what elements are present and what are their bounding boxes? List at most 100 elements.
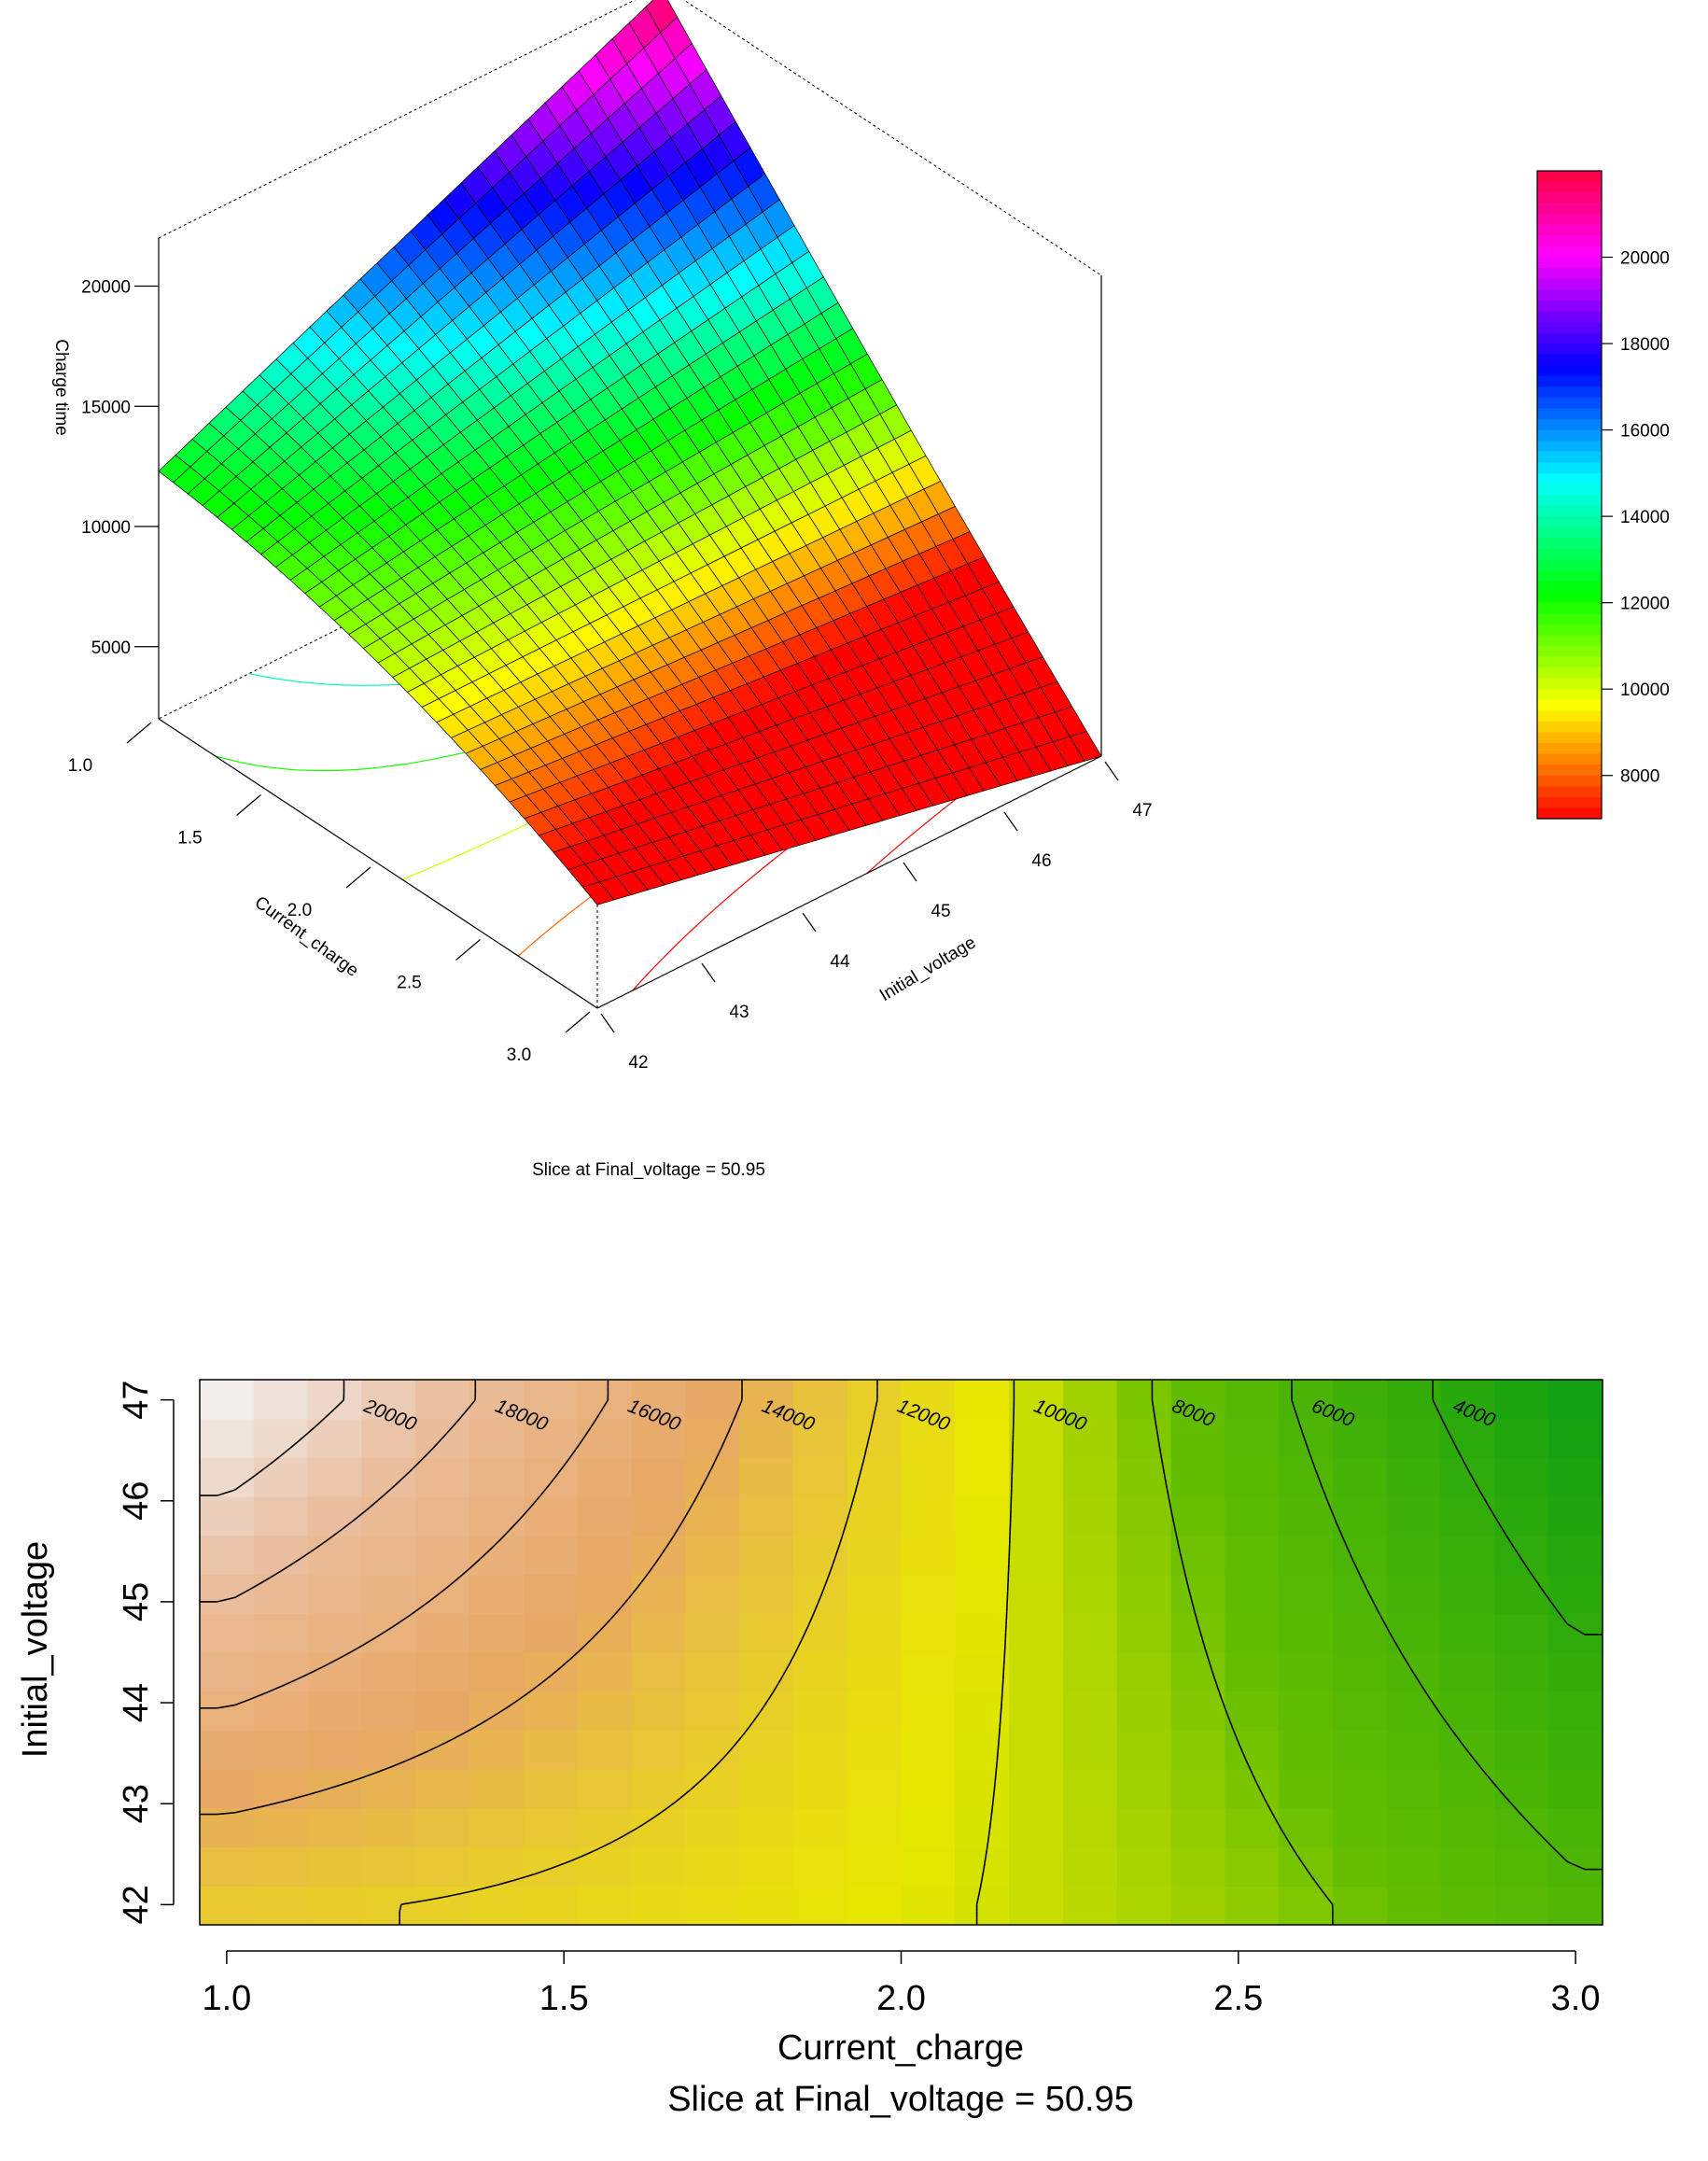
heat-cell: [792, 1730, 848, 1770]
contour-segment: [1273, 1815, 1279, 1823]
contour-segment: [245, 1477, 253, 1483]
heat-cell: [1225, 1730, 1280, 1770]
contour-segment: [409, 1467, 414, 1472]
contour-segment: [1566, 1623, 1570, 1626]
contour-segment: [517, 1692, 529, 1701]
base-contour-segment: [420, 863, 439, 873]
heat-cell: [1494, 1652, 1549, 1692]
contour-segment: [251, 1583, 259, 1589]
contour-segment: [1213, 1678, 1218, 1686]
contour-segment: [1314, 1467, 1319, 1476]
heat-cell: [1116, 1380, 1172, 1420]
contour-segment: [1199, 1631, 1203, 1639]
heat-cell: [1548, 1846, 1603, 1887]
contour-segment: [1356, 1568, 1359, 1571]
base-contour-segment: [662, 955, 666, 960]
contour-segment: [724, 1434, 729, 1438]
heat-cell: [1333, 1886, 1388, 1925]
contour-segment: [1180, 1556, 1183, 1560]
contour-segment: [795, 1645, 800, 1652]
heat-cell: [253, 1730, 309, 1770]
z-tick-label: 10000: [81, 518, 131, 538]
contour-segment: [1311, 1876, 1318, 1885]
contour-segment: [980, 1876, 984, 1885]
contour-segment: [1192, 1604, 1196, 1612]
contour-segment: [474, 1558, 482, 1565]
surface-ylabel: Initial_voltage: [876, 933, 979, 1005]
heat-cell: [1225, 1535, 1280, 1576]
contour-segment: [819, 1591, 824, 1598]
contour-segment: [357, 1774, 371, 1780]
contour-segment: [634, 1586, 639, 1592]
heat-cell: [1225, 1496, 1280, 1537]
contour-segment: [812, 1610, 816, 1615]
contour-segment: [306, 1426, 315, 1436]
contour-segment: [674, 1794, 685, 1803]
colorbar-cell: [1537, 569, 1602, 582]
y-tick: [802, 912, 817, 933]
y-tick-label: 44: [117, 1683, 156, 1722]
heat-cell: [631, 1574, 686, 1614]
contour-segment: [1552, 1604, 1559, 1612]
contour-segment: [236, 1480, 247, 1490]
contour-segment: [1234, 1733, 1239, 1742]
contour-segment: [463, 1406, 470, 1415]
contour-segment: [489, 1542, 497, 1551]
heat-cell: [1548, 1730, 1603, 1770]
contour-segment: [1521, 1815, 1530, 1824]
heat-cell: [469, 1613, 525, 1653]
heat-cell: [631, 1535, 686, 1576]
contour-segment: [1547, 1597, 1551, 1601]
heat-cell: [685, 1574, 740, 1614]
contour-segment: [655, 1808, 667, 1817]
y-tick-label: 45: [931, 902, 950, 921]
heat-cell: [685, 1535, 740, 1576]
heat-cell: [1062, 1574, 1118, 1614]
heat-cell: [577, 1846, 633, 1887]
heat-cell: [200, 1613, 255, 1653]
heat-cell: [1116, 1613, 1172, 1653]
x-tick-label: 1.5: [539, 1979, 589, 2018]
contour-segment: [524, 1873, 534, 1878]
contour-segment: [427, 1897, 441, 1901]
contour-segment: [555, 1467, 563, 1476]
heat-cell: [253, 1886, 309, 1925]
colorbar-cell: [1537, 441, 1602, 453]
contour-segment: [444, 1433, 447, 1436]
heat-cell: [200, 1691, 255, 1731]
colorbar-cell: [1537, 451, 1602, 463]
contour-segment: [1430, 1699, 1436, 1707]
contour-segment: [1218, 1692, 1224, 1701]
heat-cell: [1386, 1846, 1442, 1887]
heat-cell: [1225, 1613, 1280, 1653]
heat-cell: [901, 1457, 956, 1497]
heat-cell: [307, 1769, 362, 1809]
contour-segment: [999, 1719, 1001, 1728]
base-contour-segment: [764, 854, 780, 867]
contour-segment: [462, 1889, 474, 1894]
contour-segment: [1454, 1733, 1461, 1742]
base-contour-segment: [217, 756, 242, 764]
contour-segment: [1503, 1794, 1511, 1803]
contour-segment: [1463, 1461, 1468, 1469]
contour-segment: [1268, 1807, 1271, 1810]
contour-segment: [698, 1774, 707, 1783]
heat-cell: [847, 1496, 903, 1537]
heat-cell: [1548, 1691, 1603, 1731]
contour-segment: [654, 1556, 661, 1564]
contour-segment: [772, 1686, 777, 1694]
contour-segment: [500, 1879, 516, 1885]
heat-cell: [1116, 1418, 1172, 1458]
colorbar-tick-label: 18000: [1620, 335, 1670, 355]
contour-segment: [620, 1835, 623, 1839]
heat-cell: [1440, 1457, 1495, 1497]
contour-segment: [281, 1450, 288, 1455]
contour-segment: [810, 1613, 815, 1619]
heat-cell: [1116, 1730, 1172, 1770]
heat-cell: [1062, 1769, 1118, 1809]
colorbar-cell: [1537, 765, 1602, 777]
heat-cell: [955, 1496, 1010, 1537]
contour-segment: [234, 1808, 252, 1814]
colorbar-cell: [1537, 592, 1602, 604]
heat-cell: [631, 1769, 686, 1809]
